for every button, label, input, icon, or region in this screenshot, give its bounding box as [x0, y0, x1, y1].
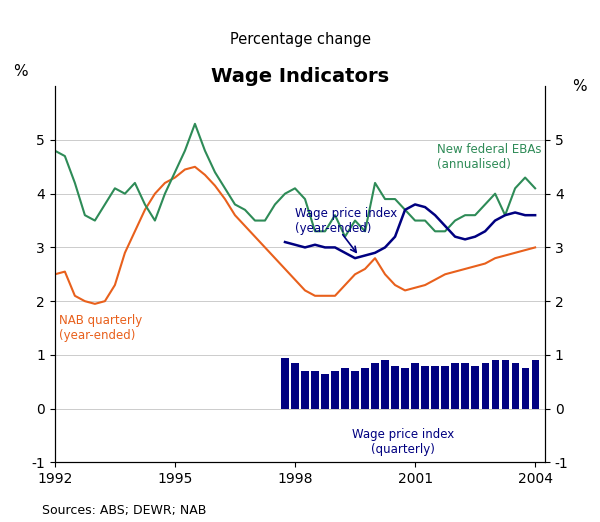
Bar — [431, 366, 439, 409]
Bar — [491, 360, 499, 409]
Bar — [442, 366, 449, 409]
Bar — [451, 363, 458, 409]
Bar — [461, 363, 469, 409]
Text: Wage price index
(quarterly): Wage price index (quarterly) — [352, 428, 454, 456]
Bar — [371, 363, 379, 409]
Text: Sources: ABS; DEWR; NAB: Sources: ABS; DEWR; NAB — [42, 504, 206, 517]
Text: NAB quarterly
(year-ended): NAB quarterly (year-ended) — [59, 314, 142, 342]
Bar — [322, 374, 329, 409]
Bar — [532, 360, 539, 409]
Bar — [341, 369, 349, 409]
Bar — [281, 358, 289, 409]
Bar — [472, 366, 479, 409]
Bar — [301, 371, 308, 409]
Text: Percentage change: Percentage change — [229, 32, 371, 48]
Bar — [421, 366, 428, 409]
Bar — [401, 369, 409, 409]
Text: New federal EBAs
(annualised): New federal EBAs (annualised) — [437, 143, 542, 171]
Bar — [482, 363, 489, 409]
Bar — [382, 360, 389, 409]
Y-axis label: %: % — [13, 64, 28, 79]
Bar — [292, 363, 299, 409]
Text: Wage price index
(year-ended): Wage price index (year-ended) — [295, 207, 397, 234]
Bar — [521, 369, 529, 409]
Title: Wage Indicators: Wage Indicators — [211, 67, 389, 86]
Bar — [311, 371, 319, 409]
Bar — [412, 363, 419, 409]
Bar — [391, 366, 398, 409]
Bar — [331, 371, 338, 409]
Bar — [352, 371, 359, 409]
Bar — [502, 360, 509, 409]
Bar — [512, 363, 519, 409]
Y-axis label: %: % — [572, 79, 587, 93]
Bar — [361, 369, 368, 409]
